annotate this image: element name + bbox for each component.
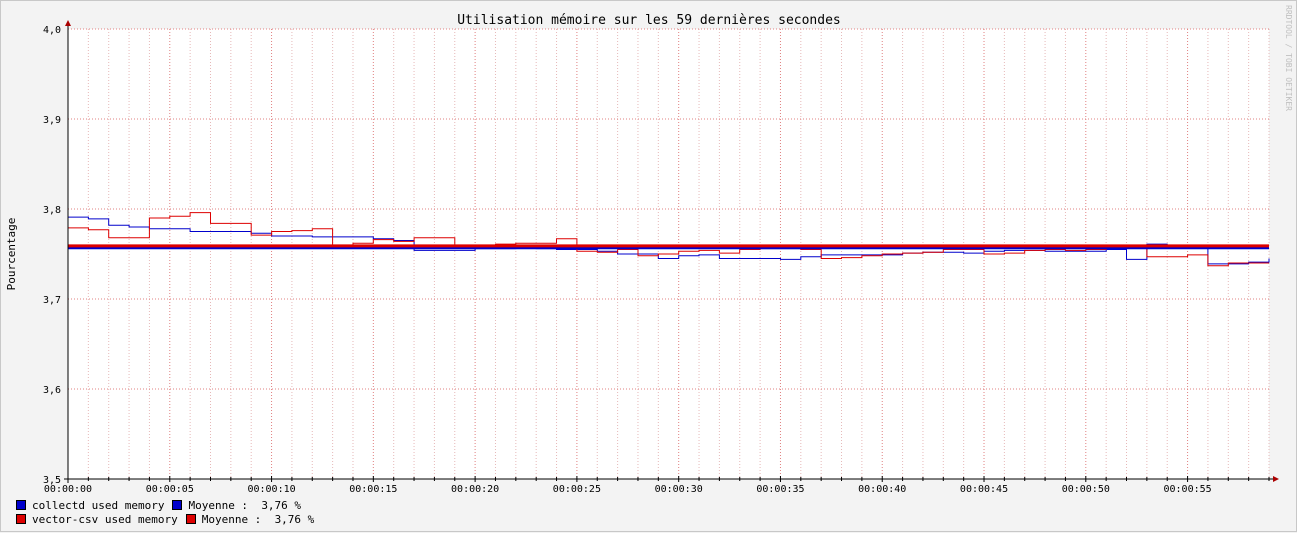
y-tick-label: 3,7 [43,295,61,306]
legend-item-collectd: collectd used memory Moyenne : 3,76 % [16,498,301,512]
legend-series-name: vector-csv used memory [32,512,178,526]
x-axis-arrow [1273,476,1279,482]
x-tick-label: 00:00:25 [553,484,601,495]
legend-avg-value: 3,76 % [274,512,315,526]
axes [64,20,1279,483]
legend-item-vector-csv: vector-csv used memory Moyenne : 3,76 % [16,512,314,526]
x-tick-label: 00:00:35 [756,484,804,495]
legend-avg-swatch-vector-csv [185,514,196,524]
watermark: RRDTOOL / TOBI OETIKER [1284,5,1293,111]
x-tick-label: 00:00:40 [858,484,906,495]
legend-avg-label: Moyenne : [201,512,262,526]
y-tick-label: 3,9 [43,115,61,126]
average-lines [68,244,1269,250]
y-tick-label: 3,8 [43,205,61,216]
legend-avg-swatch-collectd [172,500,183,510]
y-axis-label: Pourcentage [5,218,18,291]
x-tick-label: 00:00:15 [349,484,397,495]
x-tick-label: 00:00:10 [247,484,295,495]
legend-swatch-vector-csv [16,514,26,524]
x-tick-label: 00:00:30 [655,484,703,495]
x-tick-label: 00:00:55 [1163,484,1211,495]
x-tick-label: 00:00:00 [44,484,92,495]
legend-avg-label: Moyenne : [188,498,249,512]
grid [68,28,1270,479]
y-tick-labels: 3,5 3,6 3,7 3,8 3,9 4,0 [43,25,61,486]
y-axis-arrow [65,20,71,26]
legend-series-name: collectd used memory [32,498,165,512]
x-tick-label: 00:00:45 [960,484,1008,495]
legend-swatch-collectd [16,500,26,510]
x-tick-label: 00:00:05 [146,484,194,495]
x-tick-label: 00:00:50 [1062,484,1110,495]
series-line-vector-csv [68,212,1269,267]
chart-title: Utilisation mémoire sur les 59 dernières… [457,13,841,28]
x-tick-labels: 00:00:00 00:00:05 00:00:10 00:00:15 00:00:20… [44,484,1212,495]
y-tick-label: 4,0 [43,25,61,36]
x-tick-label: 00:00:20 [451,484,499,495]
series-layer [68,212,1270,267]
legend-avg-value: 3,76 % [261,498,302,512]
y-tick-label: 3,5 [43,475,61,486]
y-tick-label: 3,6 [43,385,61,396]
